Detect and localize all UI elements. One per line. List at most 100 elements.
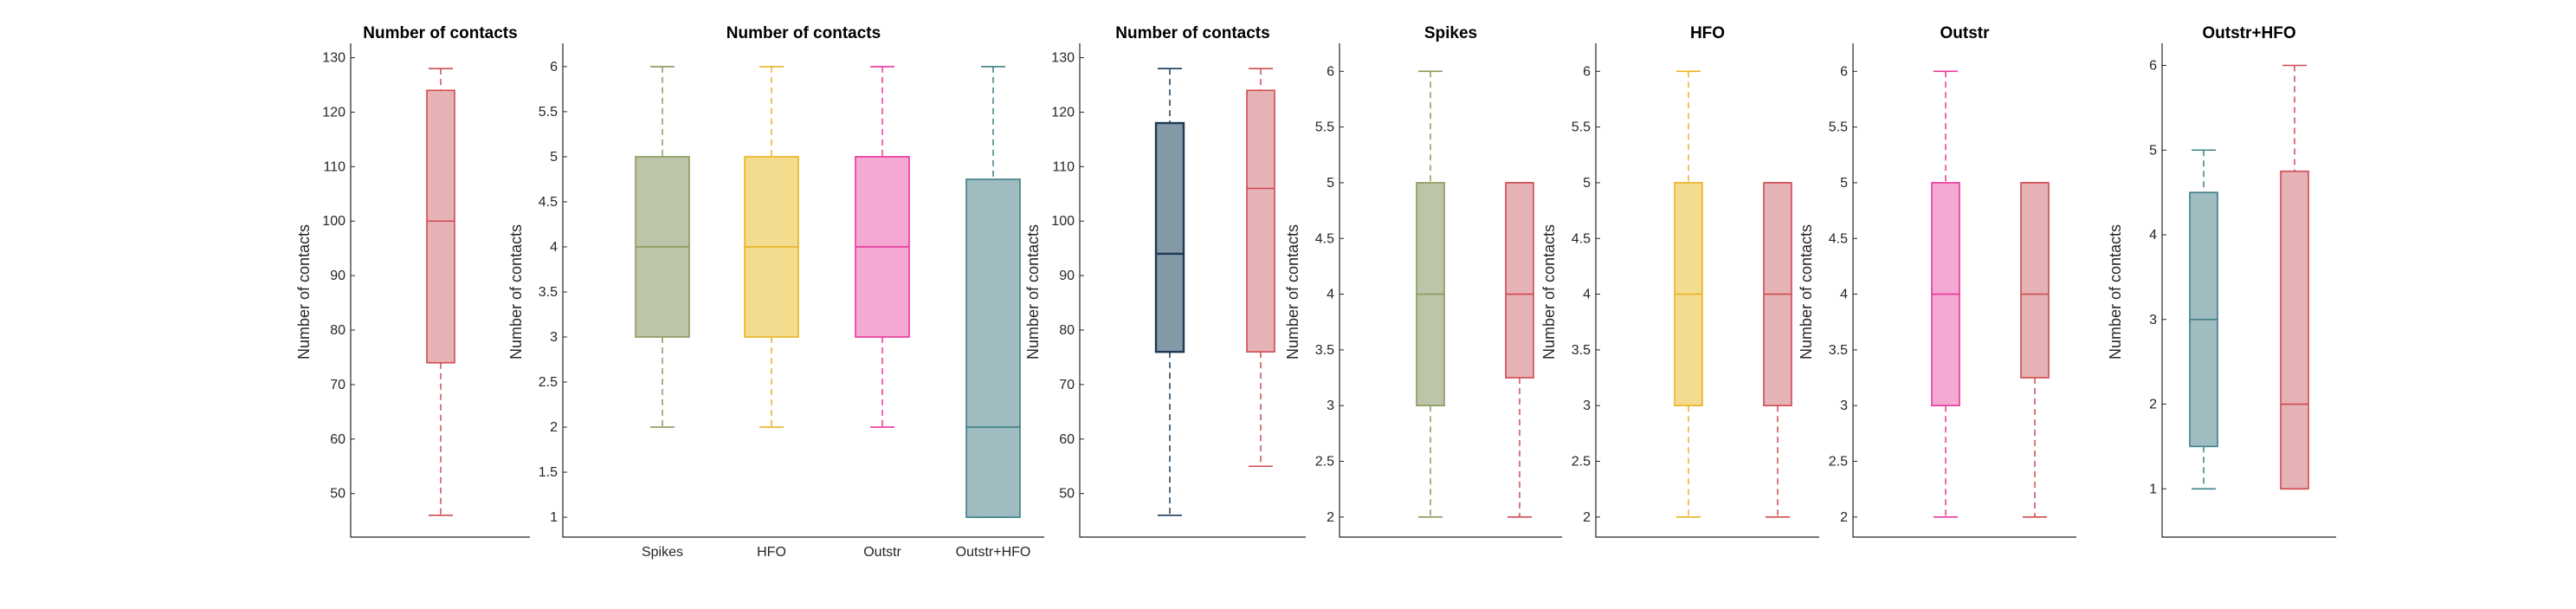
box-2 <box>1246 68 1275 468</box>
axis-lines <box>2161 43 2336 538</box>
y-tick-label: 80 <box>330 323 345 338</box>
y-tick-label: 130 <box>1051 51 1075 66</box>
y-tick-label: 4.5 <box>539 195 558 210</box>
box-outstr-hfo <box>965 66 1021 518</box>
panel-title: HFO <box>1690 24 1725 42</box>
iqr-box <box>426 89 455 364</box>
y-tick-label: 130 <box>322 51 345 66</box>
y-tick-label: 90 <box>1059 269 1075 283</box>
y-tick-label: 5 <box>1583 176 1591 191</box>
y-tick-label: 3 <box>1327 398 1334 413</box>
box-1 <box>1931 70 1960 518</box>
y-tick-label: 3 <box>2149 313 2157 327</box>
y-tick-label: 1 <box>550 510 558 525</box>
iqr-box <box>2020 182 2050 379</box>
y-tick-label: 3.5 <box>1315 343 1334 358</box>
y-tick-label: 5 <box>1327 176 1334 191</box>
iqr-box <box>2280 170 2309 490</box>
panel-6: Outstr Number of contacts 2 2.5 3 3.5 4 4.5 5 5.5… <box>1798 24 2076 538</box>
y-tick-label: 3.5 <box>1829 343 1848 358</box>
box-2 <box>1505 182 1534 518</box>
y-tick-label: 5 <box>1840 176 1848 191</box>
iqr-box <box>965 178 1021 518</box>
panel-title: Outstr <box>1940 24 1991 42</box>
panel-2: Number of contacts Number of contacts 1 1.5… <box>507 24 1044 560</box>
y-tick-label: 100 <box>322 214 345 229</box>
y-axis-label: Number of contacts <box>295 224 313 360</box>
x-tick-label: Outstr <box>863 545 901 560</box>
y-tick-label: 120 <box>322 105 345 120</box>
y-tick-label: 110 <box>323 159 345 174</box>
panel-1: Number of contacts Number of contacts 50 60… <box>295 24 530 538</box>
y-tick-label: 4 <box>2149 228 2157 243</box>
axis-lines <box>1595 43 1819 538</box>
iqr-box <box>1246 89 1275 353</box>
y-axis-label: Number of contacts <box>1284 224 1301 360</box>
x-tick-label: Spikes <box>642 545 683 560</box>
box-hfo <box>744 66 799 428</box>
axis-lines <box>562 43 1044 538</box>
panel-5: HFO Number of contacts 2 2.5 3 3.5 4 4.5 5 5.5 6 <box>1540 24 1819 538</box>
y-tick-label: 3 <box>1583 398 1591 413</box>
y-tick-label: 5.5 <box>539 105 558 120</box>
iqr-box <box>1154 121 1185 353</box>
axis-lines <box>350 43 530 538</box>
y-tick-label: 4 <box>1840 288 1848 302</box>
box-outstr <box>855 66 910 428</box>
box-1 <box>1416 70 1445 518</box>
y-tick-label: 3.5 <box>539 285 558 300</box>
y-tick-label: 2 <box>550 420 558 435</box>
y-tick-label: 60 <box>330 432 345 447</box>
y-tick-label: 6 <box>1583 64 1591 79</box>
y-tick-label: 6 <box>1327 64 1334 79</box>
panel-3: Number of contacts Number of contacts 50 60… <box>1024 24 1306 538</box>
box-2 <box>2020 182 2050 518</box>
y-tick-label: 4 <box>1583 288 1591 302</box>
y-tick-label: 5.5 <box>1829 120 1848 135</box>
y-axis-label: Number of contacts <box>1798 224 1815 360</box>
box-1 <box>1154 68 1185 516</box>
y-tick-label: 2 <box>2149 398 2157 412</box>
x-tick-label: Outstr+HFO <box>956 545 1031 560</box>
y-axis-label: Number of contacts <box>1024 224 1042 360</box>
axis-lines <box>1079 43 1306 538</box>
y-tick-label: 100 <box>1051 214 1075 229</box>
panel-title: Spikes <box>1424 24 1477 42</box>
y-tick-label: 1 <box>2149 482 2157 496</box>
y-tick-label: 5 <box>550 150 558 165</box>
x-tick-label: HFO <box>757 545 786 560</box>
y-tick-label: 70 <box>330 378 345 392</box>
box-1 <box>1674 70 1703 518</box>
y-tick-label: 2.5 <box>1829 455 1848 470</box>
y-tick-label: 6 <box>2149 59 2157 74</box>
y-tick-label: 120 <box>1051 105 1075 120</box>
y-tick-label: 3 <box>1840 398 1848 413</box>
y-tick-label: 50 <box>330 487 345 502</box>
y-tick-label: 60 <box>1059 432 1075 447</box>
panel-title: Number of contacts <box>363 24 517 42</box>
y-tick-label: 4.5 <box>1572 231 1591 246</box>
y-tick-label: 4.5 <box>1315 231 1334 246</box>
y-tick-label: 5.5 <box>1315 120 1334 135</box>
y-tick-label: 2 <box>1840 510 1848 525</box>
axis-lines <box>1852 43 2076 538</box>
box-spikes <box>635 66 690 428</box>
y-tick-label: 110 <box>1052 159 1075 174</box>
y-tick-label: 2.5 <box>1572 455 1591 470</box>
y-tick-label: 2.5 <box>1315 455 1334 470</box>
iqr-box <box>1505 182 1534 379</box>
y-tick-label: 3.5 <box>1572 343 1591 358</box>
y-tick-label: 5.5 <box>1572 120 1591 135</box>
y-tick-label: 4 <box>1327 288 1334 302</box>
y-tick-label: 3 <box>550 330 558 345</box>
panel-title: Number of contacts <box>726 24 881 42</box>
y-tick-label: 2 <box>1583 510 1591 525</box>
y-tick-label: 50 <box>1059 487 1075 502</box>
panel-title: Number of contacts <box>1115 24 1269 42</box>
y-tick-label: 70 <box>1059 378 1075 392</box>
y-axis-label: Number of contacts <box>507 224 525 360</box>
box-2 <box>1763 182 1792 518</box>
y-tick-label: 4 <box>550 240 558 255</box>
